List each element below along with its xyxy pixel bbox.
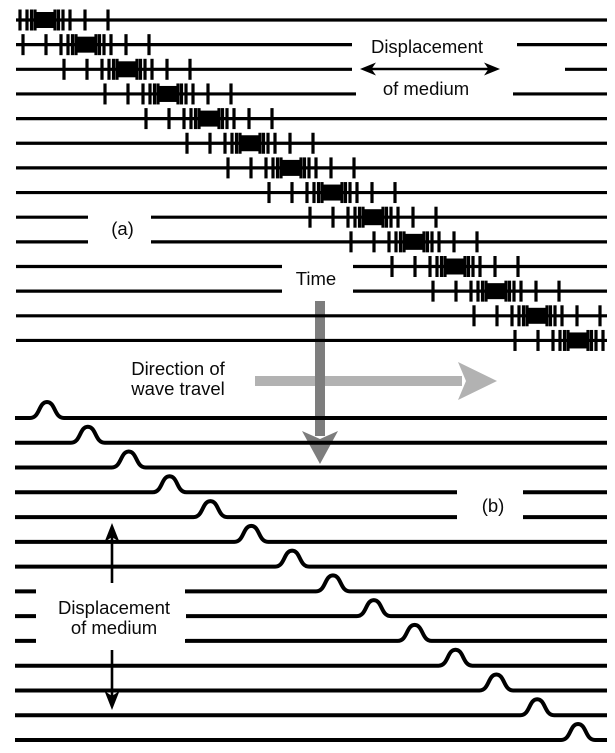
medium-row-b: [15, 573, 607, 594]
medium-row-a: [16, 34, 607, 56]
compression-block: [200, 110, 218, 127]
medium-row-a: [16, 305, 607, 327]
medium-row-b: [15, 672, 607, 693]
displacement-of-medium-label-bottom-line1: Displacement: [42, 598, 186, 619]
compression-block: [323, 184, 341, 201]
compression-block: [364, 209, 382, 226]
compression-block: [118, 61, 136, 78]
medium-row-a: [16, 206, 607, 228]
medium-row-b: [15, 474, 607, 495]
medium-row-a: [16, 157, 607, 179]
compression-block: [241, 135, 259, 152]
up-arrowhead: [104, 523, 120, 542]
direction-of-wave-travel-label-line2: wave travel: [131, 378, 225, 399]
medium-row-a: [16, 108, 607, 130]
medium-row-b: [15, 722, 607, 743]
time-arrow: [302, 301, 338, 464]
medium-row-a: [16, 132, 607, 154]
compression-block: [446, 258, 464, 275]
compression-block: [159, 85, 177, 102]
displacement-of-medium-label-top-line1: Displacement: [354, 37, 500, 58]
medium-line-with-pulse: [15, 672, 607, 693]
medium-row-a: [16, 329, 607, 351]
displacement-up-arrow-bottom: [104, 523, 120, 583]
compression-block: [528, 307, 546, 324]
compression-block: [487, 283, 505, 300]
medium-line-with-pulse: [15, 399, 607, 420]
medium-line-with-pulse: [15, 647, 607, 668]
medium-line-with-pulse: [15, 449, 607, 470]
medium-row-b: [15, 548, 607, 569]
medium-row-a: [16, 83, 607, 105]
medium-row-a: [16, 280, 607, 302]
panel-b-transverse-rows: [15, 399, 607, 743]
medium-row-a: [16, 182, 607, 204]
medium-line-with-pulse: [15, 548, 607, 569]
medium-row-b: [15, 523, 607, 544]
right-arrowhead: [484, 62, 500, 76]
medium-row-b: [15, 622, 607, 643]
time-arrowhead: [302, 431, 338, 464]
displacement-of-medium-label-bottom-line2: of medium: [42, 618, 186, 639]
wave-travel-arrowhead: [458, 362, 497, 400]
medium-row-a: [16, 9, 607, 31]
displacement-of-medium-label-top-line2: of medium: [356, 79, 496, 100]
medium-line-with-pulse: [185, 573, 607, 594]
medium-row-a: [16, 58, 607, 80]
medium-line-with-pulse: [15, 474, 457, 495]
compression-block: [77, 36, 95, 53]
medium-row-b: [15, 499, 607, 520]
medium-row-b: [15, 697, 607, 718]
compression-block: [569, 332, 587, 349]
medium-row-b: [15, 598, 607, 619]
medium-row-a: [16, 231, 607, 253]
medium-line-with-pulse: [15, 424, 607, 445]
medium-line-with-pulse: [15, 697, 607, 718]
medium-row-a: [16, 256, 607, 277]
displacement-double-arrow-top: [360, 62, 500, 76]
medium-row-b: [15, 449, 607, 470]
medium-line-with-pulse: [185, 622, 607, 643]
time-label: Time: [286, 269, 346, 289]
medium-line-with-pulse: [185, 598, 607, 619]
left-arrowhead: [360, 62, 376, 76]
panel-b-label: (b): [463, 496, 523, 516]
medium-row-b: [15, 647, 607, 668]
displacement-down-arrow-bottom: [104, 650, 120, 710]
medium-row-b: [15, 424, 607, 445]
down-arrowhead: [104, 691, 120, 710]
medium-line-with-pulse: [15, 499, 457, 520]
wave-travel-arrow: [255, 362, 497, 400]
compression-block: [36, 12, 54, 28]
compression-block: [282, 159, 300, 176]
panel-a-label: (a): [95, 219, 150, 239]
direction-of-wave-travel-label-line1: Direction of: [131, 358, 225, 379]
compression-block: [405, 233, 423, 250]
medium-row-b: [15, 399, 607, 420]
medium-line-with-pulse: [15, 722, 607, 743]
panel-a-longitudinal-rows: [16, 9, 607, 351]
medium-line-with-pulse: [15, 523, 607, 544]
